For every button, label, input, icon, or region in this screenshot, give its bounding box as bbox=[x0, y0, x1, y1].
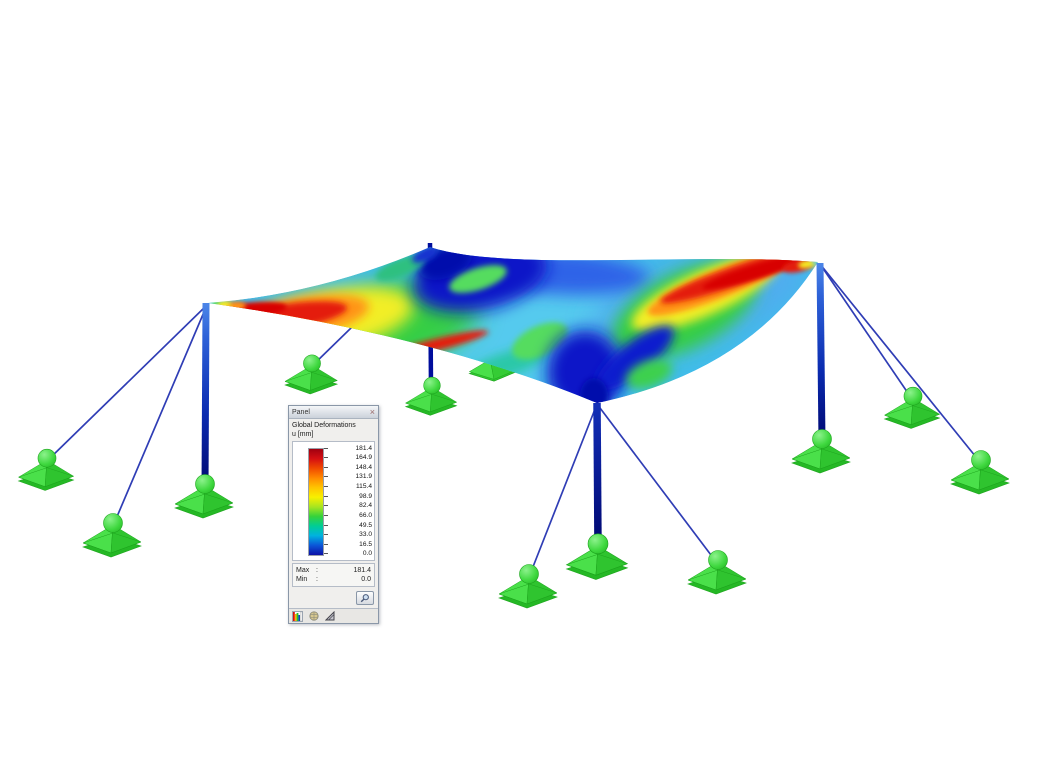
scale-tick: 66.0 bbox=[324, 511, 372, 519]
magnifier-icon bbox=[360, 594, 369, 603]
panel-header: Global Deformations u [mm] bbox=[289, 419, 378, 440]
filter-triangle-icon bbox=[324, 611, 334, 621]
quantity-label: u [mm] bbox=[292, 431, 314, 438]
color-scale-bar[interactable] bbox=[308, 448, 324, 556]
support-mast-back[interactable] bbox=[405, 376, 457, 416]
mast-right[interactable] bbox=[816, 262, 826, 443]
min-label: Min bbox=[296, 576, 308, 583]
max-label: Max bbox=[296, 567, 310, 574]
globe-icon bbox=[308, 611, 319, 621]
color-scale[interactable]: 181.4 164.9 148.4 131.9 115.4 98.9 82.4 … bbox=[292, 441, 375, 561]
result-type-label: Global Deformations bbox=[292, 422, 356, 429]
close-icon[interactable]: × bbox=[369, 407, 375, 417]
support-mast-front[interactable] bbox=[566, 533, 628, 580]
guy-cable[interactable] bbox=[112, 304, 208, 527]
scale-tick: 0.0 bbox=[324, 550, 372, 558]
display-factors-tab[interactable] bbox=[308, 611, 319, 622]
support-mast-right[interactable] bbox=[791, 429, 851, 474]
guy-cable[interactable] bbox=[596, 403, 718, 564]
color-scale-tab[interactable] bbox=[292, 610, 303, 622]
minmax-box: Max : 181.4 Min : 0.0 bbox=[292, 563, 375, 587]
panel-button-row bbox=[289, 589, 378, 608]
panel-titlebar[interactable]: Panel × bbox=[289, 406, 378, 419]
scale-tick: 115.4 bbox=[324, 483, 372, 491]
max-value: 181.4 bbox=[353, 567, 371, 574]
support-anchor[interactable] bbox=[498, 564, 558, 609]
scale-tick: 164.9 bbox=[324, 454, 372, 462]
scale-tick: 131.9 bbox=[324, 473, 372, 481]
scale-tick: 148.4 bbox=[324, 463, 372, 471]
color-scale-icon bbox=[293, 611, 302, 621]
min-row: Min : 0.0 bbox=[296, 576, 371, 583]
min-value: 0.0 bbox=[361, 576, 371, 583]
scale-tick: 98.9 bbox=[324, 492, 372, 500]
guy-cable[interactable] bbox=[46, 304, 208, 462]
color-scale-ticks: 181.4 164.9 148.4 131.9 115.4 98.9 82.4 … bbox=[324, 444, 372, 558]
support-anchor[interactable] bbox=[284, 354, 338, 395]
mast-left[interactable] bbox=[201, 302, 210, 490]
panel-title: Panel bbox=[292, 408, 310, 416]
support-anchor[interactable] bbox=[687, 550, 747, 595]
scale-tick: 33.0 bbox=[324, 531, 372, 539]
support-anchor[interactable] bbox=[82, 513, 142, 558]
scale-settings-button[interactable] bbox=[356, 591, 374, 605]
panel-window[interactable]: Panel × Global Deformations u [mm] 181.4… bbox=[288, 405, 379, 624]
guy-cable[interactable] bbox=[528, 403, 598, 578]
support-anchor[interactable] bbox=[884, 386, 940, 429]
guy-cable[interactable] bbox=[819, 263, 981, 463]
scale-tick: 82.4 bbox=[324, 502, 372, 510]
scale-tick: 16.5 bbox=[324, 540, 372, 548]
support-mast-left[interactable] bbox=[174, 474, 234, 519]
scale-tick: 49.5 bbox=[324, 521, 372, 529]
guy-cable[interactable] bbox=[819, 263, 913, 400]
mast-front[interactable] bbox=[593, 402, 602, 548]
scale-tick: 181.4 bbox=[324, 444, 372, 452]
filter-tab[interactable] bbox=[324, 611, 335, 622]
support-anchor[interactable] bbox=[18, 448, 74, 491]
membrane-surface[interactable] bbox=[202, 229, 820, 414]
support-anchor[interactable] bbox=[950, 450, 1010, 495]
max-row: Max : 181.4 bbox=[296, 567, 371, 574]
panel-footer-tabs bbox=[289, 608, 378, 623]
